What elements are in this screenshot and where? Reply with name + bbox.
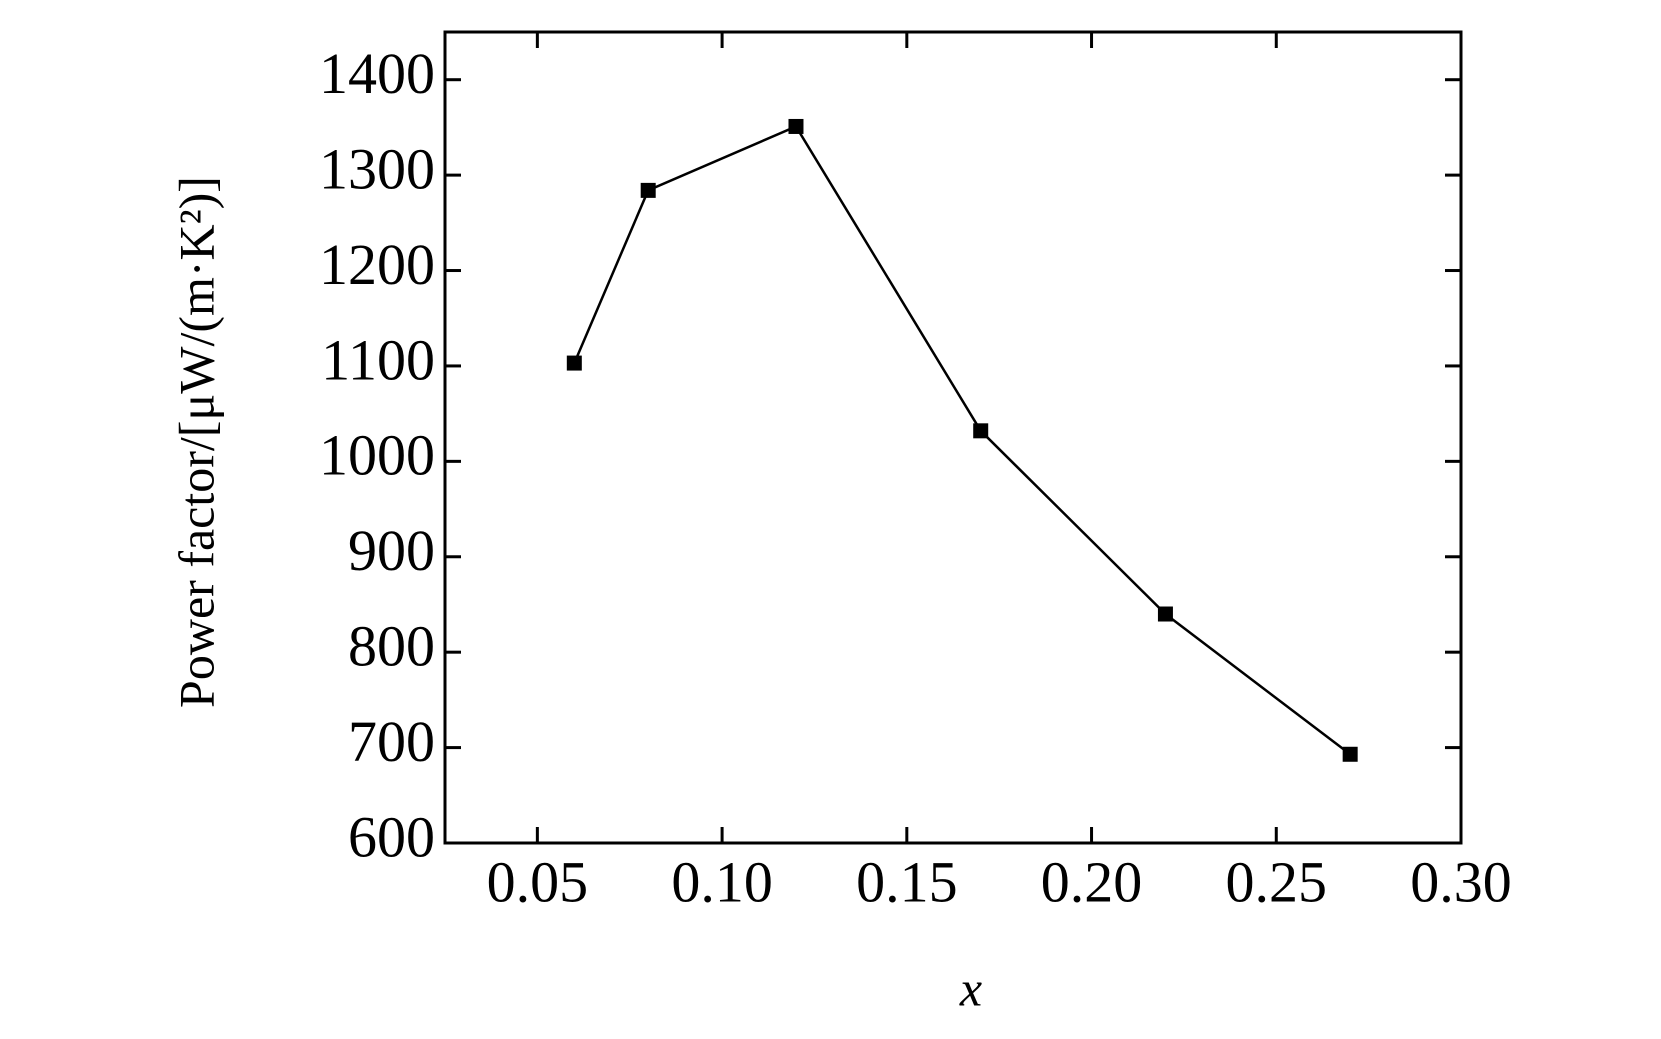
x-tick-label: 0.10 [671,849,773,914]
data-point [566,355,582,371]
y-tick-label: 700 [348,709,435,774]
y-tick-label: 900 [348,518,435,583]
data-point [640,182,656,198]
x-tick-label: 0.15 [856,849,958,914]
data-point [1157,606,1173,622]
y-tick-label: 1400 [319,41,435,106]
data-point [788,118,804,134]
x-tick-label: 0.20 [1041,849,1143,914]
y-tick-label: 1100 [321,327,435,392]
y-axis-label: Power factor/[μW/(m·K²)] [168,176,224,708]
y-tick-label: 1300 [319,136,435,201]
y-tick-label: 1200 [319,232,435,297]
x-axis-label: x [959,960,982,1016]
plot-frame [443,30,1463,845]
x-tick-label: 0.05 [487,849,589,914]
y-tick-label: 800 [348,613,435,678]
y-tick-label: 1000 [319,423,435,488]
data-point [973,423,989,439]
x-tick-label: 0.25 [1226,849,1328,914]
series-line [573,124,1351,756]
data-point [1342,746,1358,762]
x-tick-label: 0.30 [1410,849,1512,914]
y-tick-label: 600 [348,804,435,869]
